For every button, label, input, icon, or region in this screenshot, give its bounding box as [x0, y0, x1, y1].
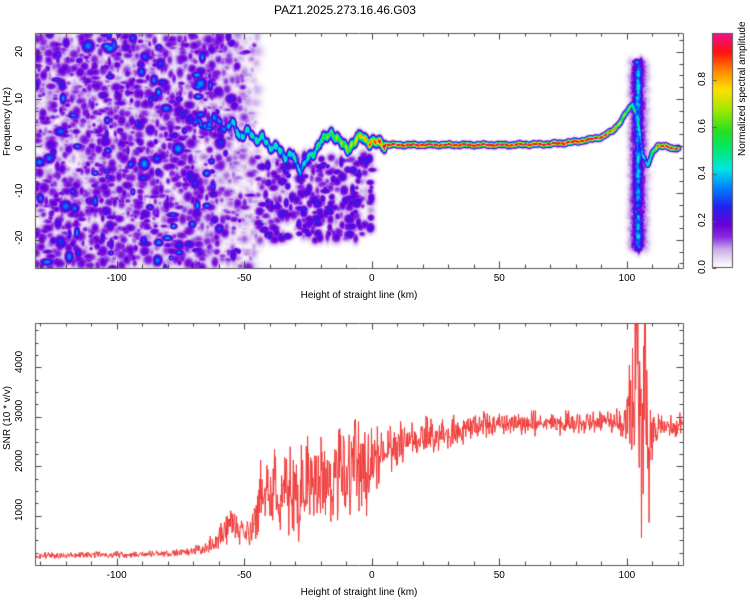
spectrogram-x-tick-50: 50	[493, 273, 505, 284]
spectrogram-x-tick-100: 100	[618, 273, 636, 284]
spectrogram-x-tick--50: -50	[236, 273, 252, 284]
spectrogram-y-tick--20: -20	[14, 230, 25, 246]
colorbar-tick-0.6: 0.6	[697, 118, 708, 133]
snr-x-tick-100: 100	[618, 570, 636, 581]
snr-y-tick-1000: 1000	[14, 498, 25, 522]
colorbar-tick-0.2: 0.2	[697, 212, 708, 227]
snr-x-axis-label: Height of straight line (km)	[300, 587, 418, 598]
colorbar-tick-0.8: 0.8	[697, 71, 708, 86]
colorbar-tick-0.0: 0.0	[697, 259, 708, 274]
colorbar-tick-0.4: 0.4	[697, 165, 708, 180]
spectrogram-y-tick-10: 10	[14, 93, 25, 105]
figure-title: PAZ1.2025.273.16.46.G03	[274, 3, 416, 17]
spectrogram-y-tick-20: 20	[14, 46, 25, 58]
spectrogram-y-axis-label: Frequency (Hz)	[2, 87, 13, 156]
spectrogram-y-tick--10: -10	[14, 183, 25, 199]
snr-x-tick-0: 0	[368, 570, 375, 581]
spectrogram-x-tick-0: 0	[368, 273, 375, 284]
colorbar-label: Normalized spectral amplitude	[737, 21, 748, 156]
snr-y-tick-3000: 3000	[14, 400, 25, 423]
snr-y-tick-4000: 4000	[14, 350, 25, 373]
snr-x-tick--100: -100	[106, 570, 127, 581]
snr-y-tick-2000: 2000	[14, 449, 25, 472]
snr-x-tick-50: 50	[493, 570, 505, 581]
snr-x-tick--50: -50	[236, 570, 252, 581]
snr-y-axis-label: SNR (10 * v/v)	[2, 385, 13, 450]
spectrogram-x-tick--100: -100	[106, 273, 127, 284]
spectrogram-y-tick-0: 0	[14, 145, 25, 152]
spectrogram-x-axis-label: Height of straight line (km)	[300, 290, 418, 301]
